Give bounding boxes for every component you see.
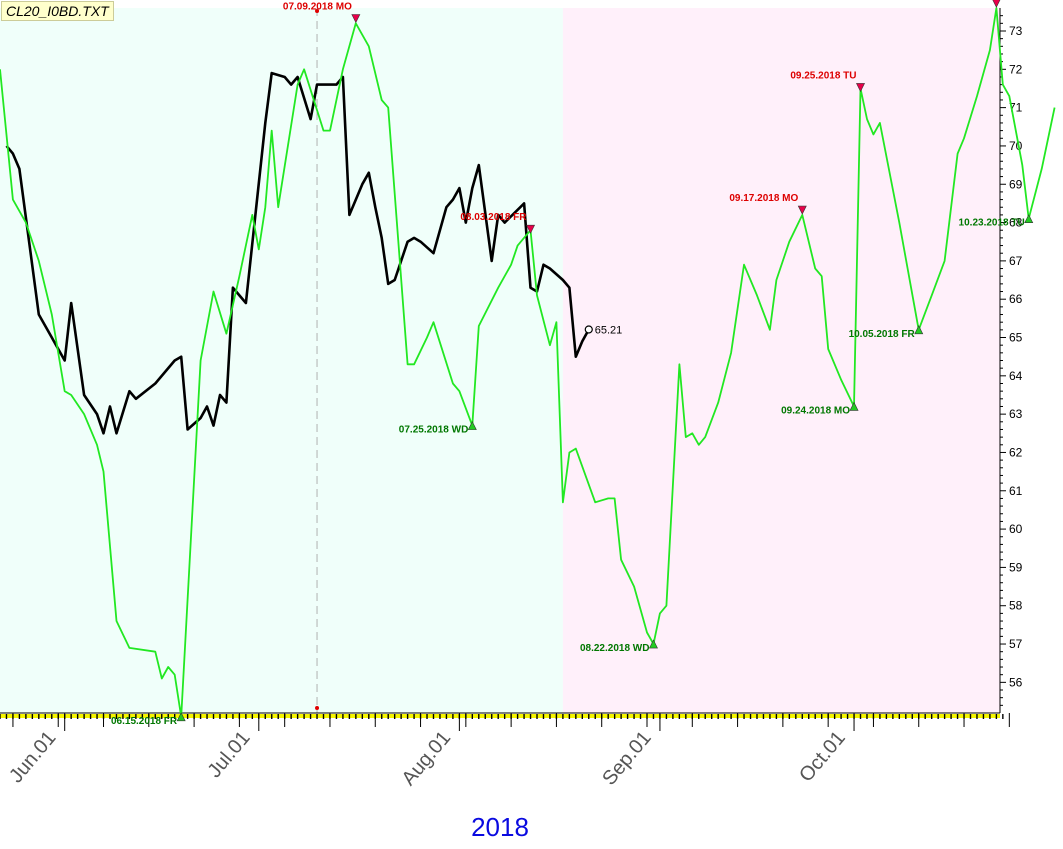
chart-title: CL20_I0BD.TXT [1, 1, 114, 21]
y-tick-label: 63 [1009, 407, 1023, 421]
last-value-marker [584, 325, 593, 334]
high-label: 08.03.2018 FR [460, 212, 527, 223]
high-label: 09.25.2018 TU [790, 70, 856, 81]
x-tick-label: Jun.01 [5, 727, 60, 787]
divider-bottom-dot [315, 706, 320, 710]
high-marker [992, 0, 1001, 8]
x-axis-year-label: 2018 [471, 812, 529, 842]
low-label: 07.25.2018 WD [399, 425, 469, 436]
y-tick-label: 66 [1009, 292, 1023, 306]
y-tick-label: 67 [1009, 254, 1023, 268]
y-tick-label: 59 [1009, 560, 1023, 574]
x-ruler-band [0, 714, 1000, 718]
high-label: 07.09.2018 MO [283, 1, 352, 12]
high-marker [526, 224, 536, 234]
forecast-series-line [0, 7, 1056, 718]
low-label: 09.24.2018 MO [781, 405, 850, 416]
y-tick-label: 72 [1009, 62, 1023, 76]
low-label: 10.23.2018 TU [959, 218, 1025, 229]
y-tick-label: 70 [1009, 139, 1023, 153]
low-marker [914, 325, 924, 335]
low-marker [176, 712, 186, 722]
shaded-region-1 [0, 8, 563, 713]
y-tick-label: 68 [1009, 216, 1023, 230]
y-tick-label: 64 [1009, 369, 1023, 383]
shaded-region-2 [562, 8, 1000, 713]
low-marker [1024, 214, 1034, 224]
divider-top-dot [315, 9, 320, 13]
x-tick-label: Aug.01 [398, 727, 456, 790]
low-marker [467, 420, 477, 430]
y-tick-label: 65 [1009, 331, 1023, 345]
low-marker [648, 639, 658, 649]
y-tick-label: 69 [1009, 177, 1023, 191]
y-tick-label: 73 [1009, 24, 1023, 38]
y-tick-label: 56 [1009, 675, 1023, 689]
high-marker [856, 83, 865, 93]
y-tick-label: 61 [1009, 484, 1023, 498]
x-tick-label: Sep.01 [598, 727, 656, 790]
high-marker [351, 14, 361, 24]
low-marker [849, 401, 859, 411]
low-label: 06.15.2018 FR [111, 716, 178, 727]
high-marker [797, 205, 807, 215]
x-tick-label: Oct.01 [795, 727, 850, 786]
low-label: 08.22.2018 WD [580, 643, 650, 654]
y-tick-label: 58 [1009, 599, 1023, 613]
last-value-label: 65.21 [595, 324, 623, 336]
high-label: 09.17.2018 MO [729, 193, 798, 204]
y-tick-label: 57 [1009, 637, 1023, 651]
y-tick-label: 60 [1009, 522, 1023, 536]
y-tick-label: 62 [1009, 445, 1023, 459]
low-label: 10.05.2018 FR [849, 329, 916, 340]
x-tick-label: Jul.01 [203, 727, 254, 782]
